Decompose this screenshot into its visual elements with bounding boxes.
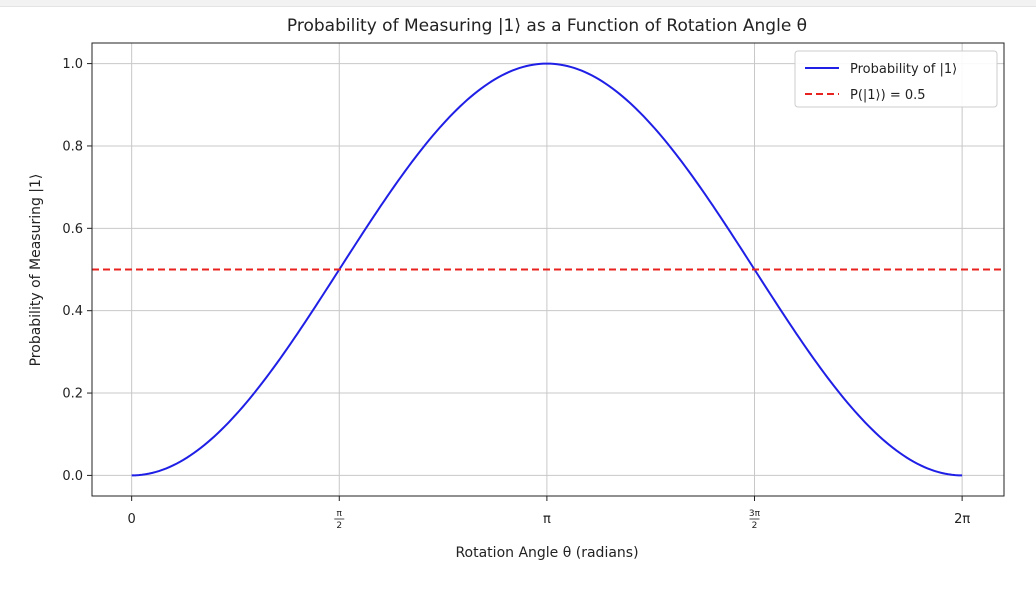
x-tick-label: π2 xyxy=(334,509,345,531)
x-tick-label: 0 xyxy=(128,512,136,527)
y-tick-label: 1.0 xyxy=(62,57,83,72)
plot-series xyxy=(92,62,1004,477)
x-tick-numerator: 3π xyxy=(749,509,761,519)
window-top-bar xyxy=(0,0,1036,7)
x-tick-denominator: 2 xyxy=(336,521,342,531)
x-tick-label: π xyxy=(543,512,551,527)
x-tick-label: 2π xyxy=(954,512,970,527)
y-axis-label: Probability of Measuring |1⟩ xyxy=(28,174,44,367)
legend-box xyxy=(794,50,998,108)
plot-frame xyxy=(91,42,1005,497)
x-tick-label: 3π2 xyxy=(749,509,761,531)
y-tick-label: 0.4 xyxy=(62,304,83,319)
y-tick-label: 0.2 xyxy=(62,387,83,402)
probability-curve xyxy=(131,62,963,477)
x-axis-ticks: 0 π2 π 3π2 2π xyxy=(128,496,970,531)
x-axis-label: Rotation Angle θ (radians) xyxy=(455,545,638,561)
y-tick-label: 0.0 xyxy=(62,469,83,484)
y-tick-label: 0.6 xyxy=(62,222,83,237)
y-axis-ticks: 0.0 0.2 0.4 0.6 0.8 1.0 xyxy=(62,57,92,484)
legend-label-threshold: P(|1⟩) = 0.5 xyxy=(850,88,926,103)
y-tick-label: 0.8 xyxy=(62,139,83,154)
x-tick-numerator: π xyxy=(337,509,343,519)
legend: Probability of |1⟩ P(|1⟩) = 0.5 xyxy=(794,50,998,108)
chart-title: Probability of Measuring |1⟩ as a Functi… xyxy=(287,16,807,36)
x-tick-denominator: 2 xyxy=(752,521,758,531)
legend-label-probability: Probability of |1⟩ xyxy=(850,62,957,77)
